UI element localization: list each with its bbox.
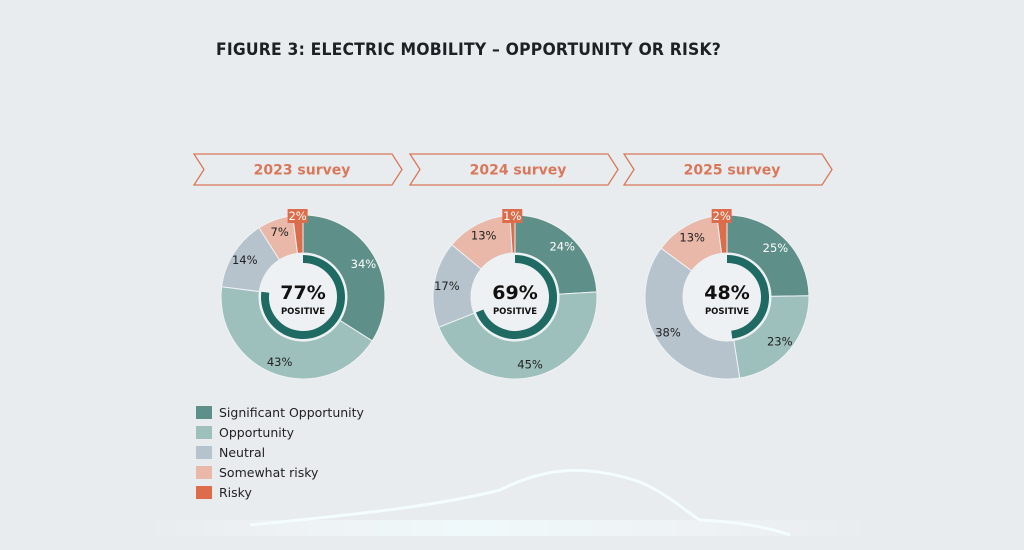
positive-share-arc [726,255,769,339]
legend-label: Opportunity [219,424,295,440]
positive-percentage: 77% [280,282,325,304]
slice-value-label: 23% [767,334,793,348]
donut-center [471,253,559,341]
risky-label-box [502,209,523,223]
legend-label: Neutral [219,444,266,460]
slice-value-label: 17% [434,279,460,293]
positive-share-arc [475,255,557,339]
legend-swatch [196,445,212,459]
slice-value-label: 1% [503,209,521,223]
positive-percentage: 48% [704,282,749,304]
slice-value-label: 13% [679,230,705,244]
slice-value-label: 43% [267,355,293,369]
donut-chart-2025-survey: 2025 survey 25% 23% 38% 13% 2% 48% POSITIVE [622,153,833,380]
legend-swatch [196,485,212,499]
legend-item: Risky [196,482,364,502]
slice-value-label: 38% [655,326,681,340]
positive-caption: POSITIVE [705,307,749,317]
legend-item: Opportunity [196,422,364,442]
positive-caption: POSITIVE [493,307,537,317]
legend-item: Neutral [196,442,364,462]
slice-value-label: 14% [232,253,258,267]
legend-item: Significant Opportunity [196,402,364,422]
legend-swatch [196,465,212,479]
slice-value-label: 2% [713,209,731,223]
survey-banner [408,153,619,186]
legend-label: Risky [219,484,252,500]
donut-chart-2024-survey: 2024 survey 24% 45% 17% 13% 1% 69% POSITIVE [408,153,619,380]
legend: Significant Opportunity Opportunity Neutra… [196,402,364,502]
slice-value-label: 45% [517,357,543,371]
survey-banner [192,153,403,186]
legend-swatch [196,425,212,439]
positive-percentage: 69% [492,282,537,304]
legend-swatch [196,405,212,419]
risky-label-box [711,209,732,223]
legend-label: Significant Opportunity [219,404,364,420]
survey-banner-label: 2024 survey [470,163,567,179]
legend-item: Somewhat risky [196,462,364,482]
survey-banner-label: 2025 survey [684,163,781,179]
donut-center [683,253,771,341]
figure-title: FIGURE 3: ELECTRIC MOBILITY – OPPORTUNIT… [216,40,722,60]
slice-value-label: 24% [549,240,575,254]
donut-chart-2023-survey: 2023 survey 34% 43% 14% 7% 2% 77% POSITIVE [192,153,403,380]
survey-banner [622,153,833,186]
slice-value-label: 25% [763,241,789,255]
positive-caption: POSITIVE [281,307,325,317]
slice-value-label: 2% [288,209,306,223]
slice-value-label: 13% [471,229,497,243]
donut-center [259,253,347,341]
positive-share-arc [261,255,345,339]
legend-label: Somewhat risky [219,464,319,480]
survey-banner-label: 2023 survey [254,163,351,179]
risky-label-box [287,209,308,223]
slice-value-label: 7% [271,225,289,239]
slice-value-label: 34% [351,257,377,271]
